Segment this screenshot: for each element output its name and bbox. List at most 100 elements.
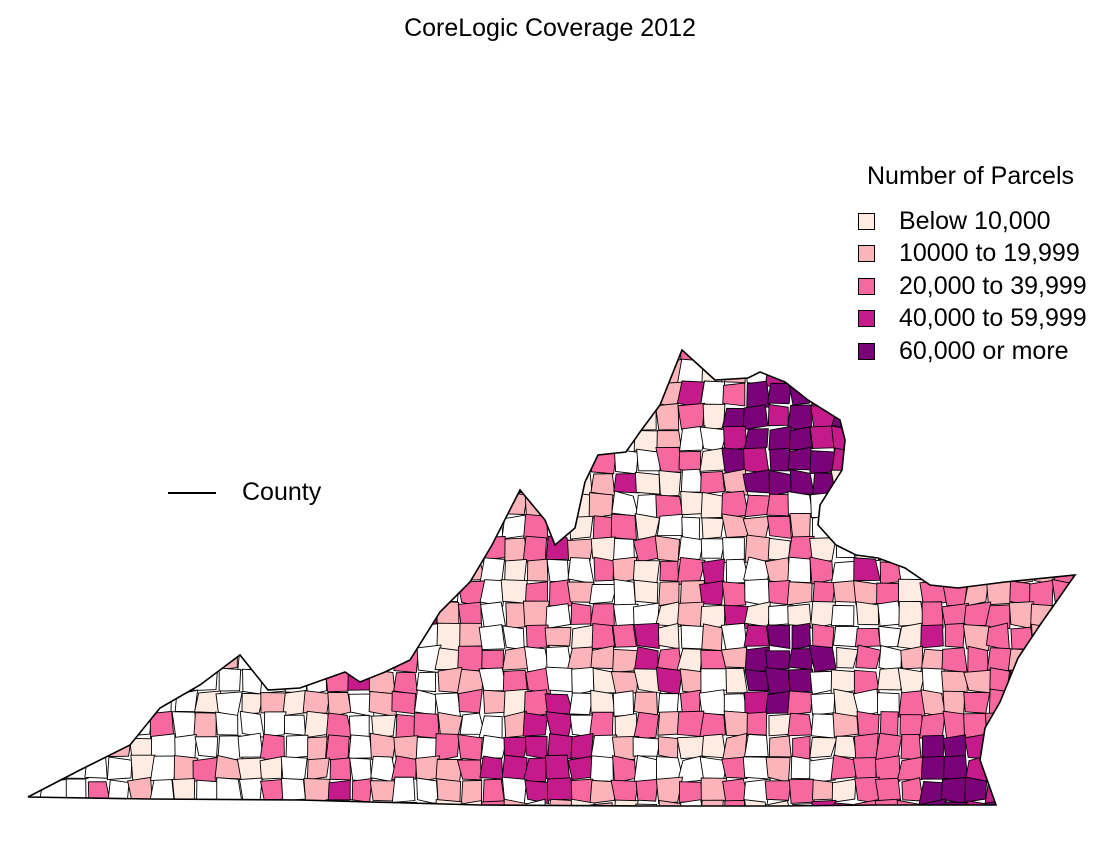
county-polygon — [1029, 406, 1058, 428]
county-polygon — [810, 692, 836, 716]
county-polygon — [280, 350, 309, 363]
county-polygon — [832, 625, 859, 648]
county-polygon — [568, 360, 593, 386]
county-polygon — [216, 777, 243, 803]
county-polygon — [522, 535, 548, 563]
county-polygon — [962, 558, 988, 585]
county-polygon — [787, 446, 813, 471]
county-polygon — [304, 536, 330, 559]
county-polygon — [1033, 470, 1053, 497]
county-polygon — [964, 733, 990, 760]
county-polygon — [41, 490, 66, 519]
county-polygon — [610, 513, 637, 541]
county-polygon — [808, 644, 837, 673]
county-polygon — [83, 536, 112, 562]
county-polygon — [1029, 803, 1054, 806]
county-polygon — [107, 605, 131, 628]
county-polygon — [633, 668, 662, 694]
county-polygon — [218, 667, 242, 692]
legend-item: 10000 to 19,999 — [858, 238, 1087, 271]
county-polygon — [303, 801, 331, 806]
county-polygon — [192, 582, 221, 605]
county-polygon — [195, 514, 221, 539]
county-polygon — [963, 669, 992, 694]
county-polygon — [239, 580, 265, 607]
county-polygon — [170, 449, 198, 473]
county-polygon — [261, 425, 288, 453]
county-polygon — [259, 350, 287, 364]
county-polygon — [415, 469, 439, 493]
county-polygon — [1051, 537, 1075, 563]
county-polygon — [1072, 759, 1075, 782]
county-polygon — [1051, 471, 1075, 497]
county-polygon — [106, 713, 134, 738]
county-polygon — [835, 513, 857, 541]
county-polygon — [988, 556, 1009, 581]
parcel-legend: Number of Parcels Below 10,000 10000 to … — [858, 162, 1087, 368]
county-polygon — [390, 513, 415, 541]
county-polygon — [830, 754, 859, 780]
county-polygon — [812, 623, 835, 648]
county-polygon — [942, 710, 966, 740]
county-polygon — [830, 469, 859, 498]
county-polygon — [963, 712, 988, 739]
county-polygon — [60, 733, 89, 762]
county-polygon — [105, 450, 134, 475]
county-polygon — [480, 734, 508, 759]
boundary-legend-label: County — [242, 478, 322, 506]
county-polygon — [657, 622, 680, 650]
county-polygon — [896, 756, 925, 781]
county-polygon — [876, 582, 901, 605]
county-polygon — [171, 535, 200, 560]
county-polygon — [701, 350, 727, 364]
county-polygon — [395, 714, 417, 740]
legend-swatch — [858, 212, 875, 230]
county-polygon — [369, 358, 397, 388]
county-polygon — [61, 514, 90, 541]
county-polygon — [720, 646, 749, 669]
county-polygon — [920, 513, 947, 538]
county-polygon — [194, 557, 222, 585]
county-polygon — [721, 756, 748, 779]
county-polygon — [305, 358, 329, 386]
county-polygon — [680, 799, 705, 806]
county-polygon — [633, 381, 662, 410]
county-polygon — [172, 512, 199, 541]
county-polygon — [1073, 383, 1075, 406]
county-polygon — [456, 759, 482, 781]
county-polygon — [746, 380, 771, 408]
county-polygon — [678, 781, 703, 803]
county-polygon — [964, 451, 988, 472]
county-polygon — [456, 534, 483, 562]
county-polygon — [327, 494, 351, 518]
county-polygon — [39, 472, 65, 497]
county-polygon — [106, 756, 133, 781]
county-polygon — [767, 403, 789, 427]
county-polygon — [1008, 601, 1034, 629]
county-polygon — [171, 802, 195, 806]
county-polygon — [392, 449, 418, 476]
county-polygon — [28, 469, 43, 493]
county-polygon — [1074, 493, 1075, 517]
county-polygon — [1074, 732, 1075, 761]
county-polygon — [831, 361, 858, 386]
county-polygon — [833, 735, 858, 759]
county-polygon — [62, 711, 88, 736]
county-polygon — [897, 622, 923, 651]
county-polygon — [1031, 623, 1057, 651]
county-polygon — [483, 406, 508, 431]
county-polygon — [501, 350, 527, 366]
county-polygon — [28, 408, 44, 430]
county-polygon — [302, 448, 328, 475]
county-polygon — [39, 447, 64, 472]
county-polygon — [567, 429, 595, 453]
county-polygon — [766, 515, 792, 539]
county-polygon — [744, 601, 771, 628]
county-polygon — [482, 383, 508, 410]
county-polygon — [768, 735, 792, 758]
county-polygon — [941, 470, 968, 493]
county-polygon — [921, 734, 945, 760]
county-polygon — [656, 513, 684, 537]
county-polygon — [789, 468, 815, 495]
county-polygon — [348, 734, 373, 759]
